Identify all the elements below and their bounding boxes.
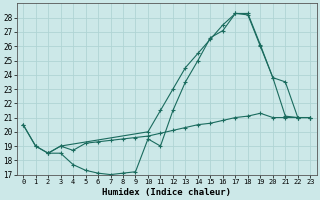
X-axis label: Humidex (Indice chaleur): Humidex (Indice chaleur) — [102, 188, 231, 197]
